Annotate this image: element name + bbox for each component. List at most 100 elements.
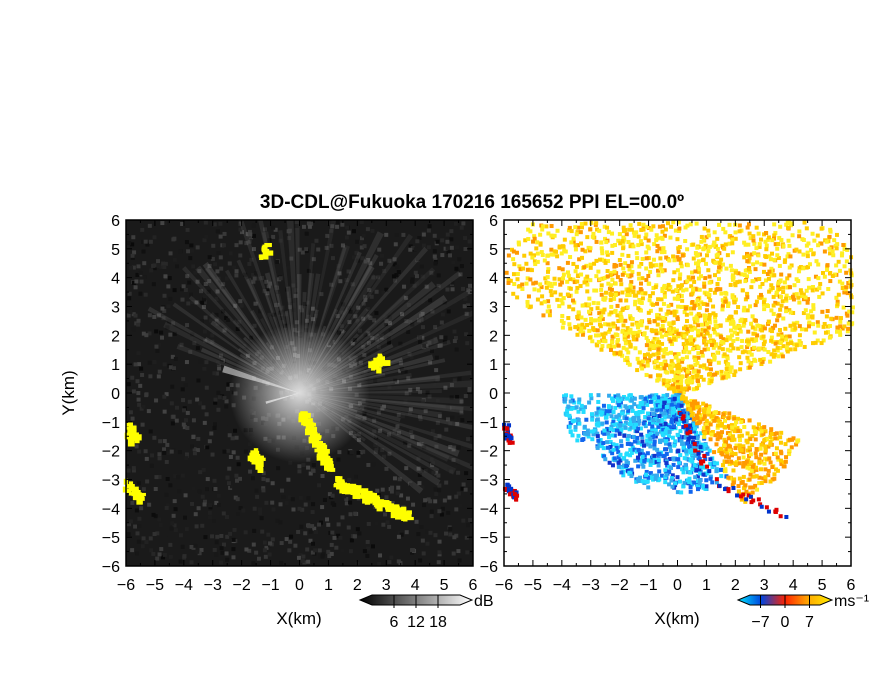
velocity-cell <box>560 313 565 318</box>
noise-pixel <box>408 387 413 392</box>
velocity-cell <box>679 438 684 443</box>
velocity-cell <box>699 234 704 239</box>
noise-pixel <box>139 506 144 511</box>
velocity-cell <box>638 308 643 313</box>
velocity-cell <box>640 439 645 444</box>
velocity-cell <box>639 442 644 447</box>
velocity-cell <box>581 408 586 413</box>
velocity-cell <box>700 417 705 422</box>
velocity-cell <box>618 277 623 282</box>
velocity-cell <box>574 405 579 410</box>
noise-pixel <box>396 270 401 275</box>
noise-pixel <box>151 282 156 287</box>
velocity-cell <box>618 458 623 463</box>
velocity-cell <box>733 270 738 275</box>
noise-pixel <box>244 241 249 246</box>
velocity-cell <box>617 431 622 436</box>
velocity-cell <box>768 328 773 333</box>
velocity-cell <box>647 298 652 303</box>
velocity-cell <box>654 263 659 268</box>
noise-pixel <box>147 223 152 228</box>
velocity-cell <box>762 461 767 466</box>
velocity-cell <box>699 350 704 355</box>
velocity-cell <box>576 417 581 422</box>
noise-pixel <box>247 442 252 447</box>
velocity-cell <box>657 414 662 419</box>
noise-pixel <box>449 469 454 474</box>
noise-pixel <box>251 272 256 277</box>
clutter-cell <box>320 456 328 463</box>
velocity-cell <box>597 322 602 327</box>
velocity-cell <box>656 458 661 463</box>
velocity-cell <box>684 449 689 454</box>
noise-pixel <box>381 290 386 295</box>
velocity-cell <box>694 468 699 473</box>
velocity-cell <box>525 303 530 308</box>
noise-pixel <box>405 496 410 501</box>
velocity-cell <box>671 254 676 259</box>
velocity-cell <box>815 320 820 325</box>
velocity-cell <box>559 318 564 323</box>
velocity-cell <box>648 432 653 437</box>
velocity-cell <box>811 285 816 290</box>
velocity-cell <box>791 436 796 441</box>
noise-pixel <box>447 495 452 500</box>
velocity-cell <box>828 279 833 284</box>
velocity-cell <box>745 345 750 350</box>
noise-pixel <box>463 296 468 301</box>
velocity-cell <box>785 349 790 354</box>
velocity-cell <box>557 244 562 249</box>
velocity-cell <box>600 276 605 281</box>
velocity-cell <box>837 279 842 284</box>
noise-pixel <box>351 229 356 234</box>
velocity-cell <box>634 422 639 427</box>
velocity-cell <box>695 441 700 446</box>
velocity-cell <box>797 338 802 343</box>
velocity-cell <box>635 439 640 444</box>
velocity-cell <box>776 281 781 286</box>
velocity-cell <box>691 242 696 247</box>
velocity-cell <box>769 308 774 313</box>
noise-pixel <box>262 540 267 545</box>
velocity-cell <box>706 339 711 344</box>
velocity-cell <box>629 280 634 285</box>
noise-pixel <box>350 282 355 287</box>
velocity-cell <box>577 397 582 402</box>
velocity-cell <box>742 240 747 245</box>
velocity-cell <box>752 345 757 350</box>
noise-pixel <box>428 548 433 553</box>
velocity-cell <box>600 332 605 337</box>
velocity-cell <box>613 394 618 399</box>
noise-pixel <box>162 362 167 367</box>
velocity-cell <box>830 273 835 278</box>
velocity-cell <box>601 441 606 446</box>
velocity-cell <box>535 297 540 302</box>
velocity-cell <box>685 329 690 334</box>
velocity-cell <box>693 251 698 256</box>
noise-pixel <box>139 406 144 411</box>
velocity-cell <box>787 265 792 270</box>
velocity-cell <box>737 229 742 234</box>
velocity-cell <box>657 404 662 409</box>
velocity-cell <box>728 369 733 374</box>
velocity-cell <box>586 432 591 437</box>
velocity-cell <box>734 461 739 466</box>
velocity-cell <box>784 296 789 301</box>
velocity-cell <box>594 258 599 263</box>
velocity-cell <box>845 291 850 296</box>
velocity-cell <box>571 239 576 244</box>
velocity-cell <box>724 440 729 445</box>
noise-pixel <box>429 509 434 514</box>
velocity-cell <box>705 331 710 336</box>
velocity-cell <box>663 407 668 412</box>
velocity-cell <box>545 261 550 266</box>
velocity-cell <box>670 289 675 294</box>
velocity-cell <box>673 363 678 368</box>
noise-pixel <box>211 519 216 524</box>
noise-pixel <box>130 548 135 553</box>
noise-pixel <box>218 353 223 358</box>
clutter-cell <box>325 465 333 471</box>
velocity-cell <box>538 242 543 247</box>
noise-pixel <box>387 258 392 263</box>
noise-pixel <box>461 221 466 226</box>
